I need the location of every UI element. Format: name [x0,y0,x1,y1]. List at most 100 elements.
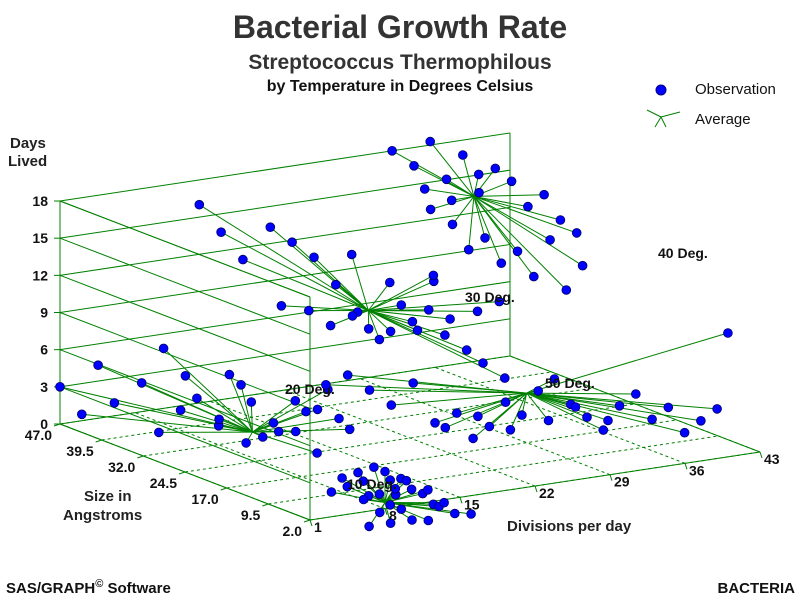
z-tick-label: 0 [40,416,48,432]
observation-point [468,433,478,444]
observation-point [409,161,419,171]
average-spoke [250,402,253,433]
observation-point [364,385,375,395]
x-tick-mark [684,463,688,470]
y-tick-mark [220,487,227,491]
observation-point [428,270,439,281]
observation-point [342,481,353,492]
x-tick-label: 43 [764,451,780,467]
observation-point [303,305,314,316]
group-label: 40 Deg. [658,245,708,261]
observation-point [216,227,226,238]
legend-average-marker [646,109,681,128]
observation-point [439,497,449,508]
observation-point [440,422,451,433]
x-tick-label: 8 [389,508,397,524]
observation-point [423,515,434,526]
observation-point [517,410,527,420]
y-tick-label: 17.0 [191,491,218,507]
observation-point [430,417,440,428]
average-spoke [218,418,253,433]
average-spoke [218,425,253,433]
average-spoke [526,378,555,394]
average-spoke [367,282,391,311]
average-spoke [526,332,729,394]
observation-point [396,504,407,515]
floor-gridline-y [143,387,594,457]
observation-point [385,475,396,485]
back-wall-gridline [59,132,511,202]
observation-point [412,325,423,336]
y-tick-label: 2.0 [283,523,303,539]
z-tick-label: 15 [32,230,48,246]
y-tick-mark [137,455,144,459]
average-spoke [473,195,577,234]
average-spoke [114,402,253,433]
observation-point [241,438,251,448]
x-tick-label: 1 [314,519,322,535]
observation-point [321,379,331,390]
observation-point [385,500,396,510]
observation-point [109,398,120,408]
observation-point [484,421,495,432]
observation-point [473,411,483,422]
observation-point [401,475,412,486]
legend-average-label: Average [695,111,751,128]
group-label: 50 Deg. [545,375,595,391]
average-spoke [269,226,369,311]
back-wall-gridline [59,206,511,276]
average-spoke [456,392,527,414]
group-50-deg: 50 Deg. [321,328,733,444]
chart-title: Bacterial Growth Rate [233,9,567,45]
observation-point [647,414,657,425]
y-axis-title-line2: Angstroms [63,507,142,524]
floor-gridline-y [59,355,511,425]
average-spoke [509,392,528,430]
x-tick-label: 29 [614,474,630,490]
observation-point [406,484,417,495]
observation-point [347,311,358,321]
observation-point [533,386,543,396]
observation-point [499,373,510,383]
z-tick-label: 18 [32,193,48,209]
observation-point [346,249,357,260]
average-spoke [242,259,369,311]
observation-point [539,189,549,200]
observation-point [358,494,369,505]
observation-point [290,395,301,406]
y-tick-label: 39.5 [66,443,93,459]
observation-point [369,462,379,473]
observation-point [77,409,87,420]
average-spoke [252,418,340,433]
back-wall-gridline [59,244,511,313]
average-spoke [367,310,380,340]
observation-point [326,487,337,497]
average-spoke [446,178,475,197]
observation-point [312,448,322,458]
average-spoke [240,384,253,433]
observation-point [490,163,501,174]
average-spoke [369,389,527,394]
observation-point [480,233,490,243]
observation-point [603,415,613,426]
y-tick-label: 32.0 [108,459,135,475]
average-spoke [526,392,685,434]
group-40-deg: 40 Deg. [387,136,708,295]
observation-point [374,334,385,345]
observation-point [194,199,205,210]
observation-point [380,466,390,477]
observation-point [273,426,284,437]
observation-point [290,426,301,437]
average-spoke [335,284,369,311]
observation-point [364,521,374,532]
observation-point [330,279,341,290]
average-spoke [473,196,486,238]
observation-point [523,201,533,212]
observation-point [419,184,430,194]
average-spoke [81,413,253,433]
x-tick-mark [384,508,388,515]
observation-point [342,370,353,380]
observation-point [561,285,572,295]
observation-point [236,379,246,390]
average-spoke [429,141,475,197]
